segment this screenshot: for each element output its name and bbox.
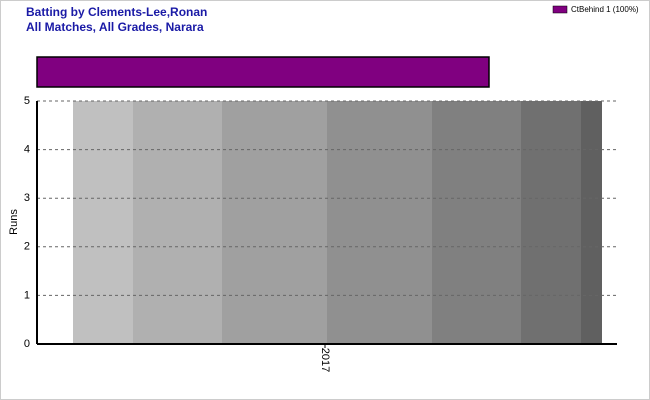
x-tick-label: 2017 — [319, 348, 331, 372]
y-tick-label: 1 — [24, 289, 30, 301]
y-tick-label: 3 — [24, 192, 30, 204]
y-axis-label: Runs — [8, 209, 20, 235]
y-tick-label: 0 — [24, 338, 30, 350]
y-tick-label: 2 — [24, 241, 30, 253]
chart-title: Batting by Clements-Lee,Ronan — [26, 5, 207, 19]
background-bands — [73, 101, 602, 344]
dismissal-bar — [36, 56, 490, 88]
chart-subtitle: All Matches, All Grades, Narara — [26, 20, 204, 34]
legend-swatch — [552, 5, 568, 14]
y-tick-label: 4 — [24, 144, 30, 156]
legend-label: CtBehind 1 (100%) — [571, 5, 639, 14]
y-tick-label: 5 — [24, 95, 30, 107]
